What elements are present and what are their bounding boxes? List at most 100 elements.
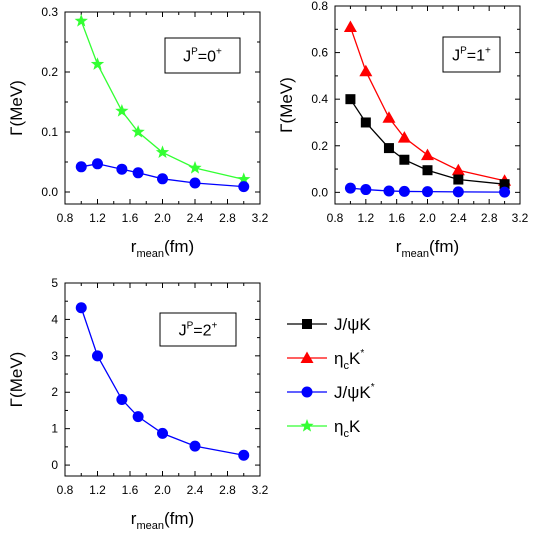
- legend-label-base: J/ψK: [334, 315, 371, 334]
- jp-label-p: P: [460, 46, 467, 57]
- y-axis-label: Γ(MeV): [277, 77, 296, 133]
- legend-entry: J/ψK*: [287, 382, 375, 402]
- y-tick-label: 0.8: [311, 0, 328, 13]
- y-axis-label: Γ(MeV): [7, 352, 26, 408]
- x-tick-label: 1.2: [89, 211, 106, 225]
- x-tick-label: 2.8: [219, 483, 236, 497]
- legend-label: ηcK: [334, 417, 361, 440]
- x-axis-label-base: r: [396, 237, 402, 256]
- data-point: [116, 163, 128, 175]
- chart-panel-bottom-left: 0.8 1.2 1.6 2.0 2.4 2.8 3.2 0 1 2 3 4 5 rmean(fm) Γ(Me…: [7, 276, 269, 532]
- y-tick-label: 0.3: [41, 5, 58, 19]
- series-j-psi-k-: [75, 302, 250, 461]
- data-point: [422, 186, 433, 198]
- series-eta-c-k: [74, 14, 251, 186]
- plot-frame: [64, 282, 261, 477]
- series-j-psi-k-: [344, 182, 511, 198]
- legend-label-sub: c: [343, 360, 349, 372]
- x-tick-label: 0.8: [57, 483, 74, 497]
- x-tick-label: 3.2: [252, 483, 269, 497]
- data-point: [92, 158, 103, 170]
- data-point: [398, 185, 410, 197]
- x-tick-label: 3.2: [252, 211, 269, 225]
- data-point: [499, 186, 511, 198]
- data-point: [383, 143, 394, 154]
- legend-label-base: η: [334, 417, 343, 436]
- data-point: [155, 145, 170, 159]
- data-point: [422, 165, 433, 176]
- data-point: [132, 167, 144, 179]
- data-point: [451, 163, 465, 176]
- jp-label-parity: +: [212, 321, 218, 332]
- x-axis-label: rmean(fm): [396, 237, 459, 260]
- data-point: [238, 449, 250, 461]
- y-tick-label: 0.1: [41, 125, 58, 139]
- x-tick-label: 2.8: [219, 211, 236, 225]
- data-point: [359, 64, 373, 77]
- legend-label-base: η: [334, 349, 343, 368]
- y-tick-label: 0.6: [311, 46, 328, 60]
- x-axis-label: rmean(fm): [131, 509, 194, 532]
- legend-label: J/ψK*: [334, 382, 375, 402]
- x-axis-label-sub: mean: [401, 248, 429, 260]
- jp-label: JP=2+: [179, 321, 218, 340]
- y-tick-label: 0.2: [311, 139, 328, 153]
- legend-label-sup: *: [360, 348, 364, 359]
- legend-label: J/ψK: [334, 315, 371, 334]
- jp-label-p: P: [191, 47, 198, 58]
- x-tick-label: 2.8: [481, 211, 498, 225]
- data-point: [115, 104, 129, 117]
- data-point: [453, 174, 464, 185]
- legend-label-rest: K: [349, 417, 361, 436]
- y-axis-label: Γ(MeV): [7, 80, 26, 136]
- data-point: [421, 148, 434, 161]
- x-tick-label: 1.6: [122, 483, 139, 497]
- data-point: [90, 57, 105, 70]
- y-tick-label: 0.2: [41, 65, 58, 79]
- legend-label-sub: c: [343, 428, 349, 440]
- x-axis-label-unit: (fm): [429, 237, 459, 256]
- data-point: [452, 186, 464, 198]
- x-tick-label: 2.4: [187, 211, 204, 225]
- data-point: [74, 14, 88, 27]
- jp-label-j: J: [452, 48, 460, 65]
- data-point: [189, 177, 201, 189]
- chart-panel-top-left: 0.8 1.2 1.6 2.0 2.4 2.8 3.2 0.0 0.1 0.2 0.3 rmean(f…: [7, 5, 269, 260]
- chart-panel-top-right: 0.8 1.2 1.6 2.0 2.4 2.8 3.2 0.0 0.2 0.4 0.6 0.8 rmea…: [277, 0, 529, 260]
- data-point: [131, 125, 145, 138]
- legend-entry: ηcK*: [287, 348, 364, 372]
- data-point: [132, 411, 144, 423]
- data-point: [499, 179, 510, 190]
- jp-label-parity: +: [485, 46, 491, 57]
- x-tick-label: 2.4: [187, 483, 204, 497]
- y-tick-label: 0.0: [311, 185, 328, 199]
- data-point: [343, 20, 357, 32]
- y-tick-label: 0: [51, 458, 58, 472]
- data-point: [237, 172, 251, 186]
- jp-label-parity: +: [216, 47, 222, 58]
- x-axis-label-sub: mean: [136, 248, 164, 260]
- y-tick-label: 1: [51, 422, 58, 436]
- jp-label-j: J: [179, 323, 187, 340]
- legend-label-rest: K: [349, 349, 361, 368]
- data-point: [399, 154, 410, 165]
- x-tick-label: 1.6: [122, 211, 139, 225]
- x-tick-label: 1.2: [357, 211, 374, 225]
- series-eta-c-k-: [343, 20, 512, 186]
- x-axis-label-sub: mean: [136, 520, 164, 532]
- x-tick-label: 2.4: [450, 211, 467, 225]
- x-axis-label: rmean(fm): [131, 237, 194, 260]
- jp-label-box: [442, 36, 501, 73]
- jp-label-box: [164, 37, 241, 74]
- x-tick-label: 0.8: [57, 211, 74, 225]
- x-tick-label: 1.6: [388, 211, 405, 225]
- jp-label-value: =2: [193, 323, 211, 340]
- jp-label: JP=1+: [452, 46, 491, 65]
- y-tick-label: 5: [51, 276, 58, 290]
- data-point: [157, 427, 168, 439]
- series-j-psi-k: [345, 94, 510, 190]
- data-point: [345, 94, 356, 105]
- jp-label-value: =1: [467, 48, 485, 65]
